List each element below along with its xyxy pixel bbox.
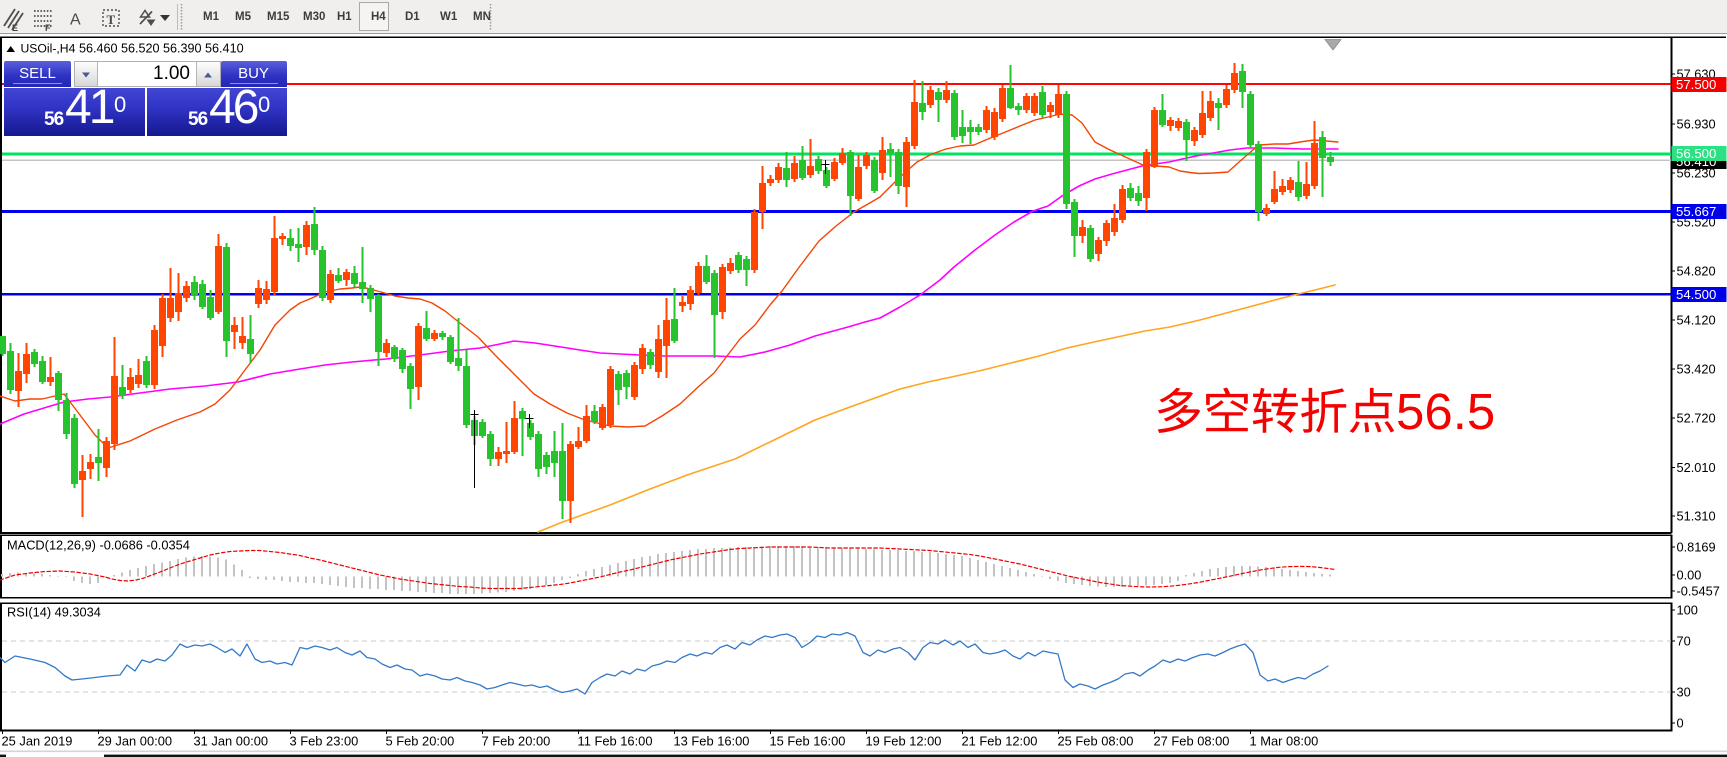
svg-text:3 Feb 23:00: 3 Feb 23:00 bbox=[290, 733, 359, 748]
svg-text:54.120: 54.120 bbox=[1677, 312, 1716, 327]
svg-text:56.460 56.520 56.390 56.410: 56.460 56.520 56.390 56.410 bbox=[79, 42, 244, 56]
svg-text:5 Feb 20:00: 5 Feb 20:00 bbox=[386, 733, 455, 748]
svg-text:0: 0 bbox=[1677, 715, 1684, 730]
svg-text:100: 100 bbox=[1677, 602, 1698, 617]
svg-text:7 Feb 20:00: 7 Feb 20:00 bbox=[482, 733, 551, 748]
svg-text:56.930: 56.930 bbox=[1677, 116, 1716, 131]
svg-text:53.420: 53.420 bbox=[1677, 361, 1716, 376]
svg-text:E: E bbox=[12, 23, 18, 33]
svg-text:29 Jan 00:00: 29 Jan 00:00 bbox=[98, 733, 173, 748]
svg-text:0.8169: 0.8169 bbox=[1677, 539, 1716, 554]
svg-text:-0.5457: -0.5457 bbox=[1677, 583, 1720, 598]
svg-text:70: 70 bbox=[1677, 633, 1691, 648]
svg-text:11 Feb 16:00: 11 Feb 16:00 bbox=[578, 733, 653, 748]
svg-text:13 Feb 16:00: 13 Feb 16:00 bbox=[674, 733, 750, 748]
svg-text:USOil-,H4: USOil-,H4 bbox=[21, 42, 76, 56]
svg-text:54.820: 54.820 bbox=[1677, 263, 1716, 278]
svg-text:25 Feb 08:00: 25 Feb 08:00 bbox=[1058, 733, 1134, 748]
svg-text:27 Feb 08:00: 27 Feb 08:00 bbox=[1154, 733, 1230, 748]
svg-text:57.500: 57.500 bbox=[1676, 77, 1716, 92]
svg-text:56.5: 56.5 bbox=[1396, 383, 1495, 440]
svg-text:19 Feb 12:00: 19 Feb 12:00 bbox=[866, 733, 942, 748]
svg-text:30: 30 bbox=[1677, 684, 1691, 699]
svg-text:0.00: 0.00 bbox=[1677, 567, 1702, 582]
svg-text:55.667: 55.667 bbox=[1676, 204, 1716, 219]
svg-text:25 Jan 2019: 25 Jan 2019 bbox=[2, 733, 73, 748]
svg-text:31 Jan 00:00: 31 Jan 00:00 bbox=[194, 733, 269, 748]
svg-text:56.230: 56.230 bbox=[1677, 165, 1716, 180]
svg-text:A: A bbox=[70, 12, 81, 29]
svg-text:MACD(12,26,9) -0.0686 -0.0354: MACD(12,26,9) -0.0686 -0.0354 bbox=[7, 538, 190, 553]
svg-text:51.310: 51.310 bbox=[1677, 508, 1716, 523]
svg-text:52.720: 52.720 bbox=[1677, 410, 1716, 425]
svg-text:54.500: 54.500 bbox=[1676, 287, 1716, 302]
svg-text:52.010: 52.010 bbox=[1677, 460, 1716, 475]
svg-text:56.500: 56.500 bbox=[1676, 146, 1716, 161]
svg-text:F: F bbox=[45, 23, 51, 33]
svg-text:15 Feb 16:00: 15 Feb 16:00 bbox=[770, 733, 846, 748]
svg-text:T: T bbox=[107, 12, 116, 27]
svg-text:RSI(14) 49.3034: RSI(14) 49.3034 bbox=[7, 605, 101, 620]
svg-text:1 Mar 08:00: 1 Mar 08:00 bbox=[1250, 733, 1319, 748]
svg-text:21 Feb 12:00: 21 Feb 12:00 bbox=[962, 733, 1038, 748]
